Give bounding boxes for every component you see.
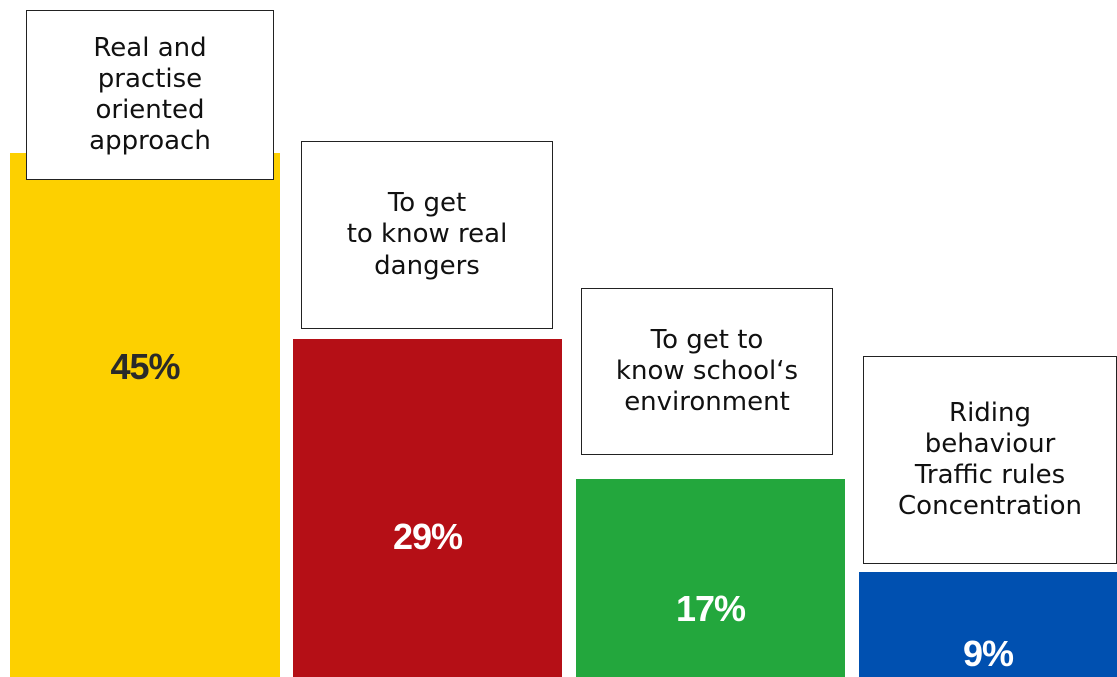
bar-2: 29% — [293, 339, 562, 677]
bar-value-label-2: 29% — [392, 516, 463, 557]
bar-value-label-1: 45% — [110, 346, 180, 387]
bar-1: 45% — [10, 153, 280, 677]
category-label-3: To get to know school‘s environment — [581, 288, 833, 455]
category-label-4: Riding behaviour Traffic rules Concentra… — [863, 356, 1117, 564]
bar-value-label-3: 17% — [675, 588, 746, 629]
category-label-1: Real and practise oriented approach — [26, 10, 274, 180]
bar-value-label-4: 9% — [962, 633, 1014, 674]
bar-3: 17% — [576, 479, 845, 677]
category-label-2: To get to know real dangers — [301, 141, 553, 329]
bar-4: 9% — [859, 572, 1117, 677]
